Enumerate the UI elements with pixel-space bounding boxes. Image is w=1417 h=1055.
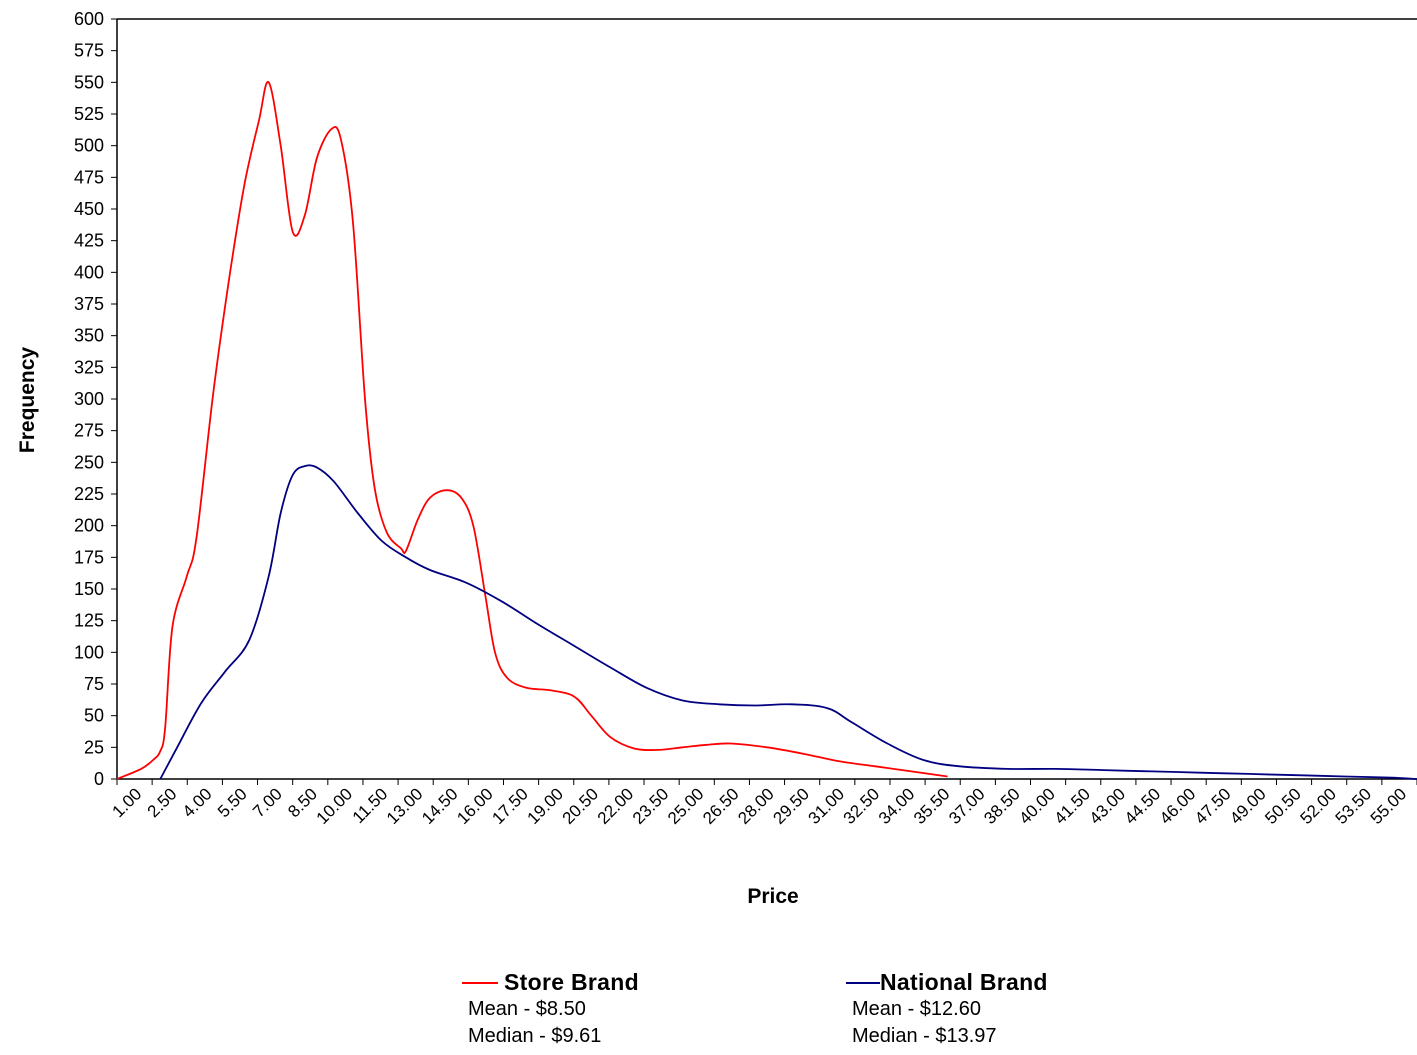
legend-national-brand: National Brand Mean - $12.60 Median - $1… (846, 969, 1048, 1050)
plot-area (116, 18, 1417, 780)
x-tick-label: 38.50 (980, 784, 1024, 828)
x-tick-label: 19.00 (523, 784, 567, 828)
x-tick-label: 20.50 (559, 784, 603, 828)
national-brand-median: Median - $13.97 (852, 1025, 997, 1047)
y-tick-label: 525 (74, 104, 104, 124)
x-tick-label: 55.00 (1367, 784, 1411, 828)
x-tick-label: 46.00 (1156, 784, 1200, 828)
y-tick-label: 450 (74, 199, 104, 219)
national-brand-label: National Brand (880, 969, 1048, 995)
y-tick-label: 150 (74, 579, 104, 599)
y-tick-label: 350 (74, 326, 104, 346)
y-tick-label: 600 (74, 9, 104, 29)
x-tick-label: 44.50 (1121, 784, 1165, 828)
x-tick-label: 26.50 (699, 784, 743, 828)
x-tick-label: 40.00 (1015, 784, 1059, 828)
x-tick-label: 16.00 (453, 784, 497, 828)
y-axis: 0 25 50 75 100 125 150 175 200 225 250 275 300 325 350… (74, 9, 117, 789)
store-brand-mean: Mean - $8.50 (468, 998, 586, 1020)
y-tick-label: 475 (74, 167, 104, 187)
national-brand-swatch (846, 981, 880, 984)
y-tick-label: 425 (74, 231, 104, 251)
x-tick-label: 2.50 (144, 784, 181, 821)
legend-store-brand: Store Brand Mean - $8.50 Median - $9.61 (462, 969, 639, 1050)
x-tick-label: 5.50 (214, 784, 251, 821)
series-line-national-brand (159, 464, 1417, 780)
x-tick-label: 53.50 (1332, 784, 1376, 828)
x-tick-label: 43.00 (1086, 784, 1130, 828)
y-tick-label: 300 (74, 389, 104, 409)
x-tick-label: 49.00 (1226, 784, 1270, 828)
national-brand-mean: Mean - $12.60 (852, 998, 981, 1020)
x-tick-label: 31.00 (805, 784, 849, 828)
x-tick-label: 32.50 (840, 784, 884, 828)
y-tick-label: 500 (74, 136, 104, 156)
x-tick-label: 4.00 (179, 784, 216, 821)
x-tick-label: 14.50 (418, 784, 462, 828)
y-tick-label: 250 (74, 452, 104, 472)
x-tick-label: 1.00 (109, 784, 146, 821)
x-tick-label: 50.50 (1261, 784, 1305, 828)
store-brand-median: Median - $9.61 (468, 1025, 602, 1047)
x-tick-label: 13.00 (383, 784, 427, 828)
series-layer (116, 81, 1417, 780)
x-tick-label: 41.50 (1051, 784, 1095, 828)
y-tick-label: 125 (74, 611, 104, 631)
x-tick-label: 35.50 (910, 784, 954, 828)
x-tick-label: 52.00 (1296, 784, 1340, 828)
y-tick-label: 575 (74, 41, 104, 61)
y-tick-label: 175 (74, 547, 104, 567)
x-tick-label: 28.00 (734, 784, 778, 828)
x-tick-label: 34.00 (875, 784, 919, 828)
y-tick-label: 25 (84, 737, 104, 757)
x-tick-label: 7.00 (249, 784, 286, 821)
x-tick-label: 37.00 (945, 784, 989, 828)
y-tick-label: 200 (74, 516, 104, 536)
y-tick-label: 75 (84, 674, 104, 694)
y-tick-label: 275 (74, 421, 104, 441)
x-tick-label: 47.50 (1191, 784, 1235, 828)
y-tick-label: 400 (74, 262, 104, 282)
x-axis: 1.002.504.005.507.008.5010.0011.5013.001… (109, 779, 1417, 828)
series-line-store-brand (116, 81, 948, 780)
y-axis-title: Frequency (16, 347, 39, 454)
x-tick-label: 10.00 (313, 784, 357, 828)
y-tick-label: 50 (84, 706, 104, 726)
y-tick-label: 375 (74, 294, 104, 314)
y-tick-label: 0 (94, 769, 104, 789)
store-brand-swatch (462, 981, 498, 984)
x-tick-label: 11.50 (349, 784, 392, 827)
y-tick-label: 550 (74, 72, 104, 92)
x-axis-title: Price (747, 885, 798, 908)
x-tick-label: 17.50 (488, 784, 532, 828)
x-tick-label: 25.00 (664, 784, 708, 828)
x-tick-label: 22.00 (594, 784, 638, 828)
y-tick-label: 325 (74, 357, 104, 377)
x-tick-label: 29.50 (769, 784, 813, 828)
store-brand-label: Store Brand (504, 969, 639, 995)
y-tick-label: 100 (74, 642, 104, 662)
y-tick-label: 225 (74, 484, 104, 504)
x-tick-label: 23.50 (629, 784, 673, 828)
